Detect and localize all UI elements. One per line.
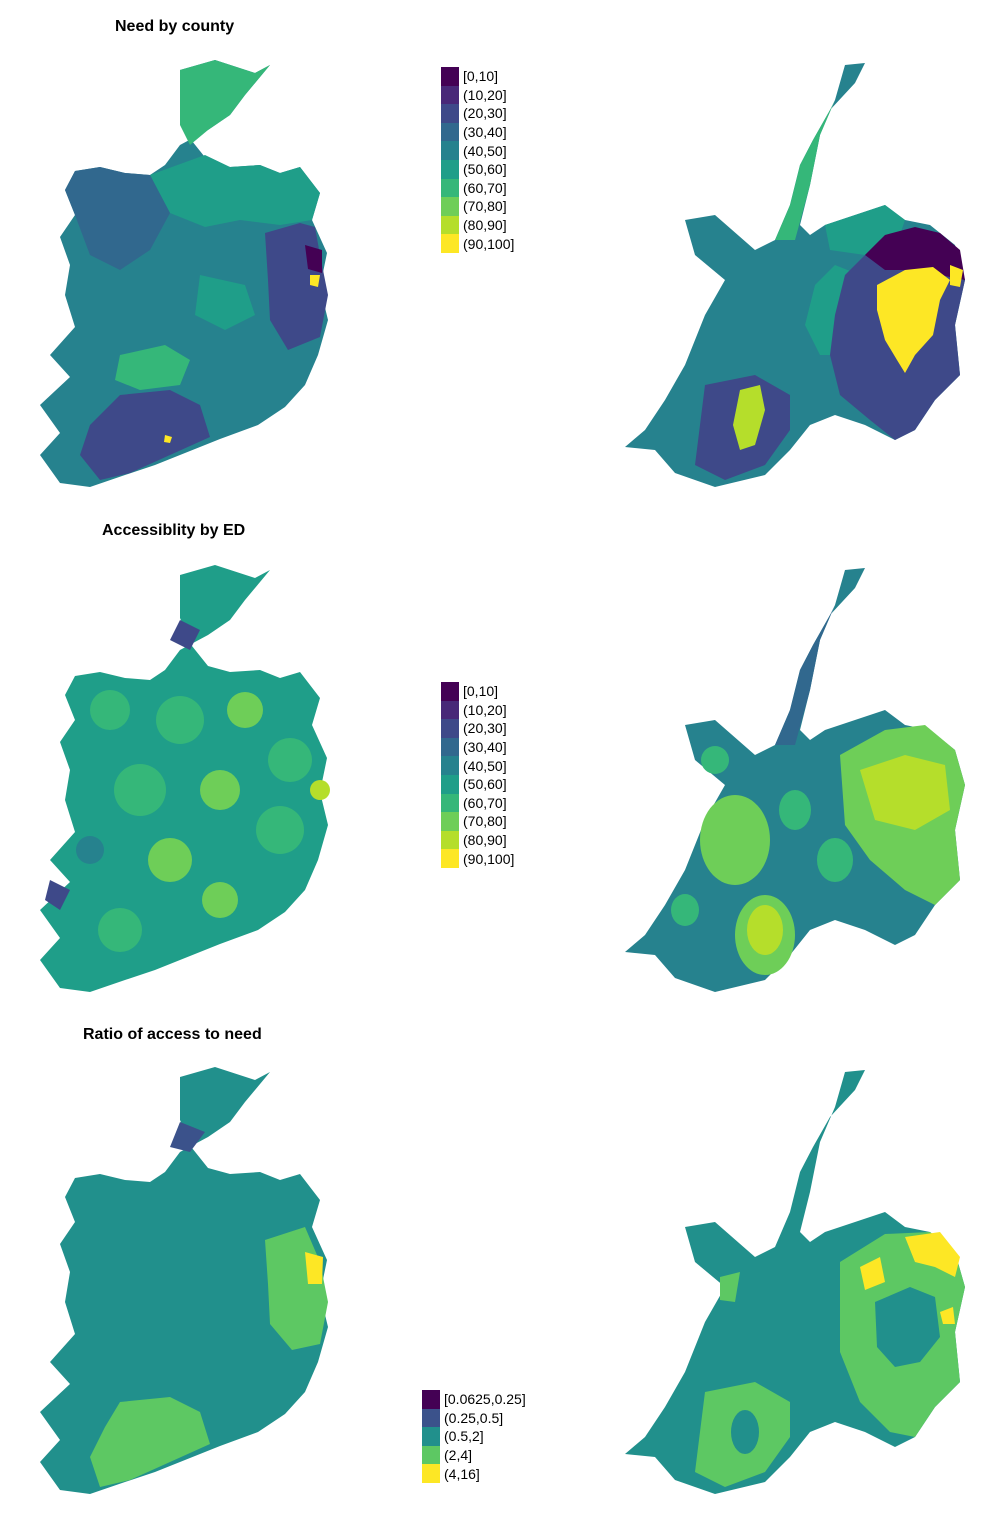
ireland-outline-need: [40, 60, 328, 487]
map-accessibility-cartogram: [625, 568, 965, 992]
legend-label: (0.25,0.5]: [444, 1409, 504, 1426]
panel-title-accessibility: Accessiblity by ED: [102, 522, 246, 539]
legend-label: (60,70]: [463, 794, 507, 811]
legend-swatch: [441, 719, 459, 738]
legend-item: (50,60]: [441, 774, 514, 794]
legend-item: (10,20]: [441, 85, 514, 105]
legend-item: (60,70]: [441, 793, 514, 813]
legend-item: (4,16]: [422, 1464, 526, 1483]
legend-item: (60,70]: [441, 178, 514, 198]
map-accessibility-geographic: [40, 565, 330, 992]
legend-swatch: [441, 234, 459, 253]
legend-swatch: [422, 1408, 440, 1428]
legend-swatch: [441, 197, 459, 216]
legend-swatch: [422, 1427, 440, 1446]
panel-title-need: Need by county: [115, 18, 235, 35]
legend-swatch: [441, 682, 459, 701]
legend-item: (70,80]: [441, 197, 514, 216]
map-ratio-cartogram: [625, 1070, 965, 1494]
legend-label: [0.0625,0.25]: [444, 1391, 526, 1408]
legend-need: [0,10] (10,20] (20,30] (30,40] (40,50] (…: [441, 67, 514, 253]
legend-item: (10,20]: [441, 700, 514, 720]
legend-label: (70,80]: [463, 813, 507, 830]
legend-item: (70,80]: [441, 812, 514, 831]
legend-item: (30,40]: [441, 737, 514, 757]
legend-label: (20,30]: [463, 720, 507, 737]
legend-swatch: [441, 774, 459, 794]
legend-label: (20,30]: [463, 105, 507, 122]
legend-item: [0,10]: [441, 67, 514, 86]
legend-label: [0,10]: [463, 683, 499, 700]
legend-item: (30,40]: [441, 122, 514, 142]
legend-item: (0.5,2]: [422, 1427, 526, 1446]
legend-label: (50,60]: [463, 776, 507, 793]
legend-item: (2,4]: [422, 1445, 526, 1465]
legend-item: (80,90]: [441, 830, 514, 850]
legend-label: (40,50]: [463, 757, 507, 774]
legend-swatch: [441, 793, 459, 813]
legend-label: (10,20]: [463, 86, 507, 103]
ireland-outline-ratio: [40, 1067, 328, 1494]
legend-label: (10,20]: [463, 701, 507, 718]
legend-item: (20,30]: [441, 104, 514, 123]
legend-item: (20,30]: [441, 719, 514, 738]
legend-label: (4,16]: [444, 1465, 480, 1482]
legend-label: (50,60]: [463, 161, 507, 178]
ireland-outline-accessibility: [40, 565, 330, 992]
legend-swatch: [441, 215, 459, 235]
legend-swatch: [441, 849, 459, 868]
legend-item: (40,50]: [441, 756, 514, 775]
legend-label: [0,10]: [463, 68, 499, 85]
legend-label: (80,90]: [463, 832, 507, 849]
legend-label: (60,70]: [463, 179, 507, 196]
legend-swatch: [441, 178, 459, 198]
legend-swatch: [441, 737, 459, 757]
legend-item: (90,100]: [441, 234, 514, 253]
legend-swatch: [441, 756, 459, 775]
legend-item: (50,60]: [441, 159, 514, 179]
legend-label: (30,40]: [463, 124, 507, 141]
legend-label: (80,90]: [463, 217, 507, 234]
legend-swatch: [441, 700, 459, 720]
legend-label: (40,50]: [463, 142, 507, 159]
legend-swatch: [422, 1390, 440, 1409]
legend-item: (80,90]: [441, 215, 514, 235]
legend-item: (0.25,0.5]: [422, 1408, 526, 1428]
legend-label: (2,4]: [444, 1447, 473, 1464]
panel-title-ratio: Ratio of access to need: [83, 1026, 262, 1043]
map-need-geographic: [40, 60, 328, 487]
legend-item: [0,10]: [441, 682, 514, 701]
legend-accessibility: [0,10] (10,20] (20,30] (30,40] (40,50] (…: [441, 682, 514, 868]
legend-swatch: [422, 1464, 440, 1483]
legend-label: (90,100]: [463, 850, 515, 867]
cartogram-outline-accessibility: [625, 568, 965, 992]
legend-swatch: [441, 104, 459, 123]
legend-swatch: [441, 67, 459, 86]
cartogram-outline-ratio: [625, 1070, 965, 1494]
legend-label: (30,40]: [463, 739, 507, 756]
cartogram-outline-need: [625, 63, 965, 487]
legend-swatch: [422, 1445, 440, 1465]
legend-item: [0.0625,0.25]: [422, 1390, 526, 1409]
legend-swatch: [441, 159, 459, 179]
legend-ratio: [0.0625,0.25] (0.25,0.5] (0.5,2] (2,4] (…: [422, 1390, 526, 1483]
legend-swatch: [441, 830, 459, 850]
legend-item: (40,50]: [441, 141, 514, 160]
map-need-cartogram: [625, 63, 965, 487]
legend-label: (70,80]: [463, 198, 507, 215]
map-ratio-geographic: [40, 1067, 328, 1494]
legend-label: (0.5,2]: [444, 1428, 484, 1445]
legend-swatch: [441, 141, 459, 160]
legend-label: (90,100]: [463, 235, 515, 252]
legend-swatch: [441, 122, 459, 142]
legend-swatch: [441, 85, 459, 105]
legend-item: (90,100]: [441, 849, 514, 868]
legend-swatch: [441, 812, 459, 831]
